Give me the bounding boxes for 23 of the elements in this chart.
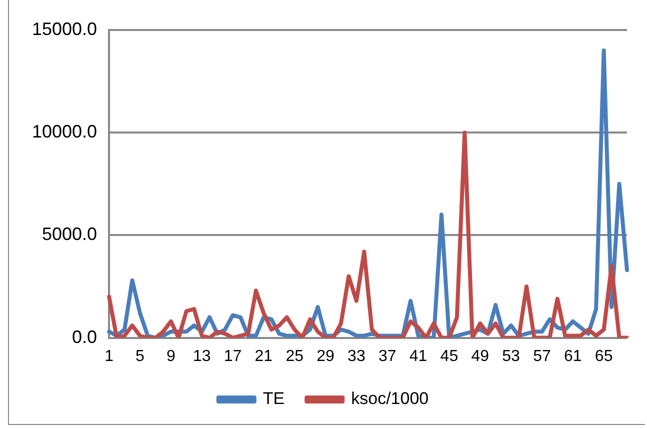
x-tick-label: 49 xyxy=(471,348,490,365)
x-tick-label: 61 xyxy=(564,348,582,365)
x-tick-label: 5 xyxy=(136,348,145,365)
x-tick-label: 25 xyxy=(286,348,304,365)
x-tick-label: 21 xyxy=(254,348,273,365)
x-tick-label: 33 xyxy=(348,348,366,365)
x-tick-label: 1 xyxy=(104,348,114,365)
y-tick-label: 10000.0 xyxy=(32,122,98,142)
x-tick-label: 13 xyxy=(192,348,211,365)
y-tick-label: 5000.0 xyxy=(42,224,98,244)
x-tick-label: 57 xyxy=(533,348,551,365)
x-tick-label: 9 xyxy=(166,348,176,365)
x-tick-label: 17 xyxy=(224,348,242,365)
x-tick-label: 45 xyxy=(440,348,458,365)
legend-label: ksoc/1000 xyxy=(351,389,429,408)
x-tick-label: 37 xyxy=(378,348,396,365)
y-tick-label: 15000.0 xyxy=(32,18,98,39)
legend-label: TE xyxy=(262,389,285,408)
x-tick-label: 53 xyxy=(502,348,520,365)
x-tick-label: 29 xyxy=(316,348,335,365)
y-tick-label: 0.0 xyxy=(72,326,98,347)
x-tick-label: 65 xyxy=(594,348,613,365)
x-tick-label: 41 xyxy=(409,348,428,365)
